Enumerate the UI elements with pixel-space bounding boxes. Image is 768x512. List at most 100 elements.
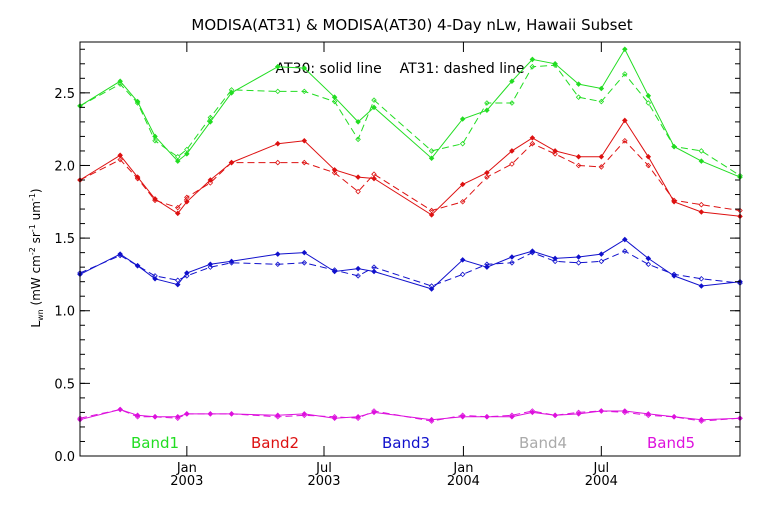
svg-text:Lwn (mW cm-2 sr-1 um-1): Lwn (mW cm-2 sr-1 um-1) [28, 188, 45, 327]
band2-at30-point [428, 212, 435, 218]
band2-at31-point [428, 207, 435, 214]
band3-at31-point [645, 261, 652, 268]
band2-at31-point [355, 188, 361, 195]
band3-at31-point [552, 258, 558, 265]
band1-at31-point [184, 146, 190, 153]
band1-at31-line [79, 64, 741, 177]
band1-at30-point [509, 78, 515, 84]
band1-at31-point [207, 114, 214, 121]
band1-at30-point [207, 119, 214, 125]
band5-at31-point [698, 418, 705, 424]
band5-at31-point [152, 414, 158, 420]
band1-at30-point [275, 63, 281, 70]
band5-at31-point [371, 408, 377, 414]
band3-at31-point [152, 273, 158, 279]
band5-at30-point [509, 414, 515, 420]
band5-at31-point [459, 412, 466, 419]
band2-at30-point [529, 135, 536, 141]
band3-at30-point [552, 255, 558, 262]
x-tick-label-year: 2004 [585, 474, 618, 489]
band1-at30-point [459, 116, 466, 122]
y-tick-label: 0.0 [54, 450, 75, 465]
band5-at31-point [134, 414, 141, 420]
band2-at30-point [598, 153, 605, 160]
band1-at31-point [671, 143, 677, 150]
band3-at31-point [484, 261, 490, 268]
band2-at31-point [645, 162, 652, 169]
band5-at30-point [529, 409, 536, 416]
band3-at31-point [575, 260, 582, 266]
chart-title: MODISA(AT31) & MODISA(AT30) 4-Day nLw, H… [191, 16, 632, 34]
band2-at31-point [134, 175, 141, 182]
band1-at31-point [509, 100, 515, 106]
band5-at31-point [529, 408, 536, 414]
band2-at31-point [275, 159, 281, 166]
band2-at31-point [228, 159, 235, 166]
band3-at31-point [301, 260, 308, 266]
y-axis-label: Lwn (mW cm-2 sr-1 um-1) [28, 188, 45, 327]
band3-at31-point [671, 271, 677, 278]
plot-frame [79, 41, 741, 457]
band2-at30-point [184, 199, 190, 205]
band5-at30-point [301, 411, 308, 417]
band1-at30-point [371, 104, 377, 111]
band5-at31-point [77, 415, 83, 421]
band3-at31-point [134, 262, 141, 269]
band1-at31-point [134, 100, 141, 106]
band3-at30-point [301, 249, 308, 256]
band2-at31-point [174, 204, 181, 211]
legend: Band1 Band2 Band3 Band4 Band5 [131, 434, 695, 452]
x-tick-label-month: Jan [452, 461, 473, 476]
band5-at31-point [598, 408, 605, 414]
x-tick-label-month: Jul [592, 461, 609, 476]
band1-at31-point [301, 88, 308, 95]
band3-at30-point [207, 261, 214, 268]
band1-at30-point [698, 158, 705, 164]
y-tick-label: 2.5 [54, 87, 75, 102]
band3-at31-point [355, 273, 361, 279]
band1-at31-point [174, 153, 181, 160]
band1-at31-point [459, 140, 466, 147]
band1-at30-point [174, 158, 181, 164]
band1-at31-point [737, 172, 743, 179]
band1-at30-point [622, 46, 628, 53]
band1-at31-point [228, 87, 235, 93]
band1-at31-point [575, 94, 582, 100]
band2-at30-point [622, 117, 628, 124]
band2-at30-point [275, 140, 281, 147]
band5-at31-point [671, 414, 677, 420]
band5-at31-point [275, 414, 281, 420]
band1-at30-point [355, 119, 361, 125]
band3-at31-point [174, 277, 181, 283]
band1-at30-point [331, 94, 338, 100]
band2-at31-point [207, 180, 214, 186]
band5-at31-point [737, 415, 743, 421]
band2-at31-point [371, 171, 377, 177]
axes: 0.00.51.01.52.02.5Jan2003Jul2003Jan2004J… [54, 41, 741, 489]
band3-at30-point [598, 251, 605, 257]
band1-at31-point [117, 81, 123, 87]
band1-at31-point [331, 98, 338, 105]
legend-band3: Band3 [382, 434, 430, 452]
band1-at30-point [134, 98, 141, 105]
band3-at30-point [575, 254, 582, 260]
band1-at30-point [184, 151, 190, 157]
x-tick-label-year: 2003 [170, 474, 203, 489]
band2-at31-point [152, 197, 158, 204]
band2-at30-point [152, 196, 158, 202]
band3-at31-point [698, 276, 705, 282]
y-tick-label: 2.0 [54, 159, 75, 174]
band5-at31-point [622, 409, 628, 416]
y-tick-label: 1.5 [54, 232, 75, 247]
band1-at30-point [575, 81, 582, 87]
band5-at31-point [228, 411, 235, 417]
band3-at31-point [529, 249, 536, 256]
band1-at31-point [371, 97, 377, 103]
band3-at31-point [371, 264, 377, 270]
band2-at31-point [301, 159, 308, 166]
band2-at31-point [552, 151, 558, 157]
band1-at31-point [428, 148, 435, 154]
band1-at31-point [645, 100, 652, 106]
band1-at31-point [622, 71, 628, 77]
